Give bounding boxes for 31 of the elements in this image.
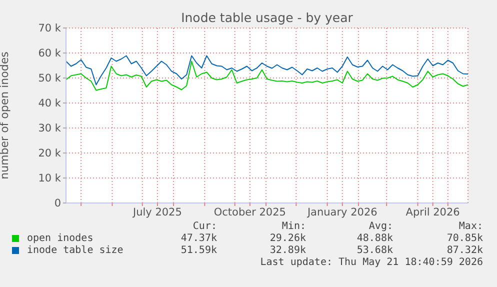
- legend-label: open inodes: [27, 233, 94, 244]
- chart-title: Inode table usage - by year: [180, 10, 354, 25]
- y-tick-label: 50 k: [38, 72, 62, 85]
- y-tick-label: 10 k: [38, 172, 62, 185]
- text: Last update: Thu May 21 18:40:59 2026: [260, 257, 483, 268]
- y-tick-label: 60 k: [38, 48, 62, 60]
- legend-label: inode table size: [27, 245, 124, 256]
- text: Avg:: [368, 221, 393, 232]
- y-tick-label: 0: [54, 198, 61, 210]
- y-axis-title: number of open inodes: [0, 51, 11, 180]
- line-series: [66, 60, 468, 91]
- text: 87.32k: [446, 245, 483, 256]
- y-tick-label: 20 k: [38, 148, 62, 160]
- x-tick-label: January 2026: [306, 206, 378, 218]
- x-tick-label: October 2025: [214, 206, 286, 218]
- line-series: [66, 55, 468, 86]
- text: 32.89k: [270, 245, 306, 256]
- text: 51.59k: [180, 245, 217, 256]
- text: 29.26k: [270, 233, 306, 244]
- x-tick-label: July 2025: [132, 206, 182, 218]
- text: Min:: [282, 221, 306, 232]
- y-tick-label: 70 k: [38, 22, 62, 35]
- text: 47.37k: [180, 233, 217, 244]
- x-tick-label: April 2026: [406, 206, 460, 218]
- text: 48.88k: [356, 233, 393, 244]
- y-tick-label: 30 k: [38, 122, 62, 135]
- text: Max:: [458, 221, 483, 232]
- y-tick-label: 40 k: [38, 98, 62, 110]
- text: Cur:: [192, 221, 217, 232]
- text: 70.85k: [446, 233, 483, 244]
- text: 53.68k: [356, 245, 393, 256]
